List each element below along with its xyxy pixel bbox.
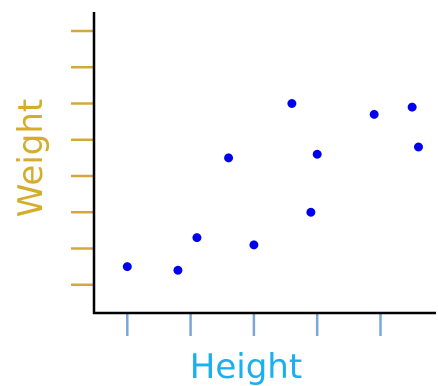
data-point-1 bbox=[122, 262, 132, 272]
data-points bbox=[122, 99, 423, 275]
data-point-11 bbox=[413, 142, 423, 152]
data-point-5 bbox=[249, 240, 259, 250]
y-axis-label: Weight bbox=[11, 99, 51, 217]
x-axis-label: Height bbox=[190, 347, 302, 386]
data-point-4 bbox=[224, 153, 234, 163]
data-point-7 bbox=[306, 207, 316, 217]
data-point-8 bbox=[312, 149, 322, 159]
data-point-10 bbox=[407, 102, 417, 112]
data-point-2 bbox=[173, 265, 183, 275]
data-point-6 bbox=[287, 99, 297, 108]
data-point-3 bbox=[192, 233, 202, 243]
data-point-9 bbox=[369, 109, 379, 119]
x-ticks bbox=[126, 313, 382, 336]
y-ticks bbox=[71, 29, 94, 286]
